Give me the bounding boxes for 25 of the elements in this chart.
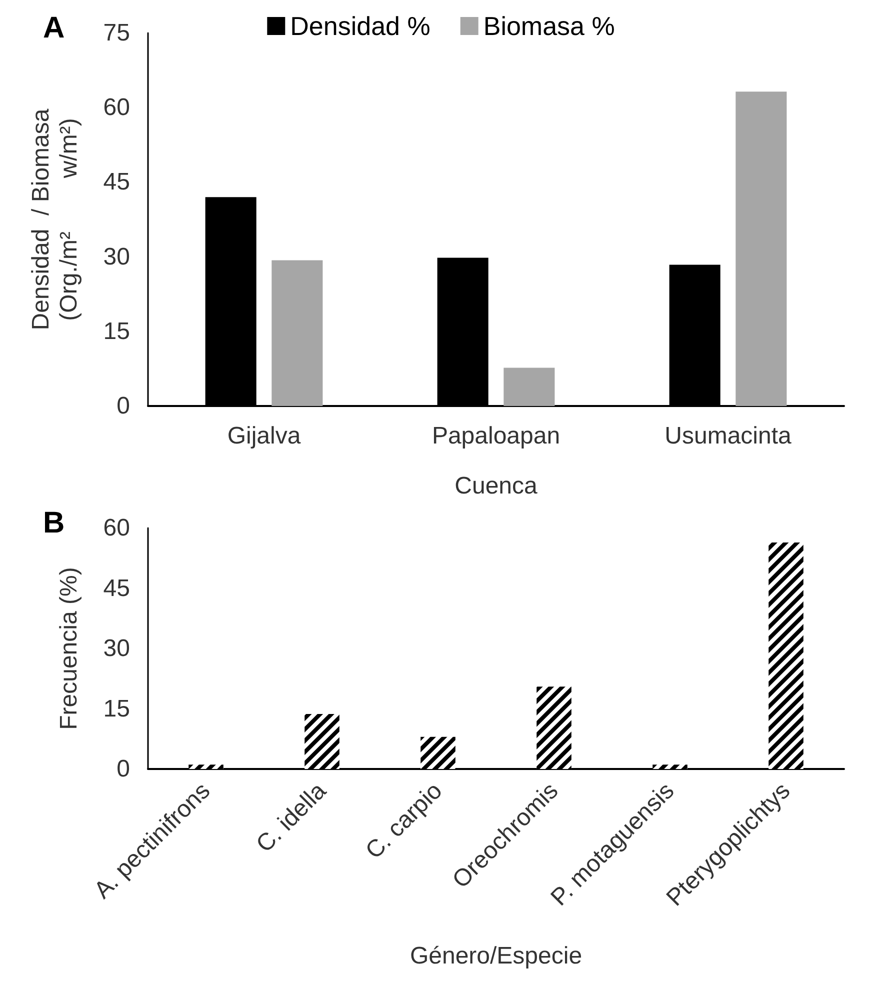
x-tick-label: Gijalva bbox=[227, 422, 302, 450]
y-tick-label: 0 bbox=[116, 392, 130, 420]
bar bbox=[272, 260, 323, 406]
y-tick-label: 45 bbox=[103, 168, 130, 196]
x-axis-title: Género/Especie bbox=[410, 942, 582, 970]
y-tick-label: 0 bbox=[116, 756, 130, 782]
chart-title: B bbox=[43, 506, 65, 540]
y-tick-label: 75 bbox=[103, 20, 130, 46]
y-tick-label: 30 bbox=[103, 243, 130, 270]
y-axis-title: Densidad / Biomasa (Org./m² w/m²) bbox=[28, 108, 82, 330]
x-tick-label: Usumacinta bbox=[664, 422, 792, 450]
y-tick-label: 15 bbox=[103, 318, 130, 345]
y-tick-label: 30 bbox=[103, 635, 130, 662]
legend-label: Densidad % bbox=[290, 11, 430, 41]
chart-title: A bbox=[43, 12, 65, 44]
bar bbox=[504, 368, 555, 406]
bar bbox=[736, 92, 787, 406]
y-tick-label: 60 bbox=[103, 94, 130, 122]
y-axis-title: Frecuencia (%) bbox=[56, 567, 82, 730]
x-tick-label: Papaloapan bbox=[432, 422, 560, 450]
legend-label: Biomasa % bbox=[483, 11, 615, 41]
y-tick-label: 15 bbox=[103, 695, 130, 722]
x-axis-title: Cuenca bbox=[454, 472, 538, 500]
y-tick-label: 45 bbox=[103, 574, 130, 602]
y-tick-label: 60 bbox=[103, 514, 130, 542]
